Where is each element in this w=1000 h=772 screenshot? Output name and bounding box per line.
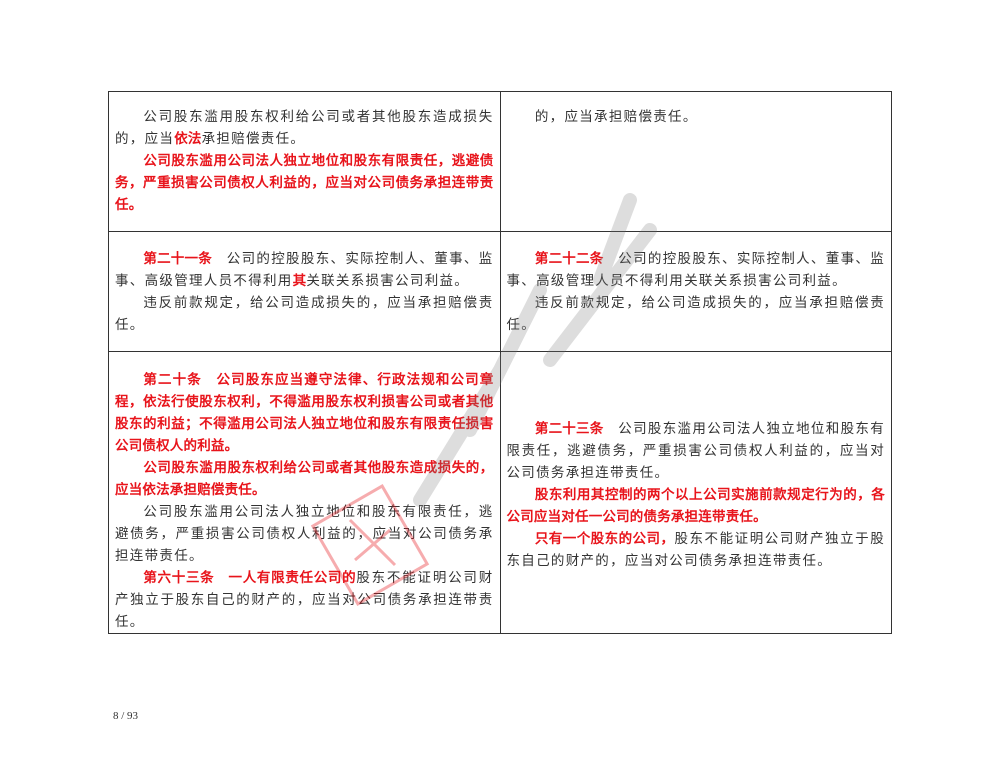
highlighted-text: 第二十条 公司股东应当遵守法律、行政法规和公司章程，依法行使股东权利，不得滥用股… [115,372,494,454]
text-run: 承担赔偿责任。 [201,131,306,147]
text-run: 违反前款规定，给公司造成损失的，应当承担赔偿责任。 [115,295,494,333]
highlighted-text: 股东利用其控制的两个以上公司实施前款规定行为的，各公司应当对任一公司的债务承担连… [506,487,885,525]
paragraph: 第二十二条 公司的控股股东、实际控制人、董事、监事、高级管理人员不得利用关联关系… [507,248,886,292]
highlighted-text: 第二十三条 [534,421,604,437]
highlighted-text: 公司股东滥用公司法人独立地位和股东有限责任，逃避债务，严重损害公司债权人利益的，… [115,153,494,213]
text-run: 的，应当承担赔偿责任。 [534,109,698,125]
text-run: 关联关系损害公司利益。 [306,273,470,289]
text-run: 股东不能证明公司财产独立于股东自己的财产的，应当对公司债务承担连带责任。 [115,570,494,630]
text-run: 公司股东滥用公司法人独立地位和股东有限责任，逃避债务，严重损害公司债权人利益的，… [115,504,494,564]
highlighted-text: 公司股东滥用股东权利给公司或者其他股东造成损失的，应当依法承担赔偿责任。 [115,460,494,498]
highlighted-text: 第二十二条 [534,251,604,267]
text-run: 股东不能证明公司财产独立于股东自己的财产的，应当对公司债务承担连带责任。 [506,531,886,569]
text-run: 公司股东滥用股东权利给公司或者其他股东造成损失的，应当 [115,109,494,147]
paragraph: 第六十三条 一人有限责任公司的股东不能证明公司财产独立于股东自己的财产的，应当对… [115,567,494,633]
highlighted-text: 依法 [174,131,202,147]
paragraph: 股东利用其控制的两个以上公司实施前款规定行为的，各公司应当对任一公司的债务承担连… [507,484,886,528]
right-cell: 第二十二条 公司的控股股东、实际控制人、董事、监事、高级管理人员不得利用关联关系… [499,231,892,352]
paragraph: 第二十条 公司股东应当遵守法律、行政法规和公司章程，依法行使股东权利，不得滥用股… [115,369,494,457]
paragraph: 违反前款规定，给公司造成损失的，应当承担赔偿责任。 [115,292,494,336]
paragraph: 公司股东滥用公司法人独立地位和股东有限责任，逃避债务，严重损害公司债权人利益的，… [115,501,494,567]
highlighted-text: 只有一个股东的公司， [534,531,675,547]
paragraph: 公司股东滥用股东权利给公司或者其他股东造成损失的，应当依法承担赔偿责任。 [115,457,494,501]
text-run: 违反前款规定，给公司造成损失的，应当承担赔偿责任。 [506,295,885,333]
table-row: 第二十一条 公司的控股股东、实际控制人、董事、监事、高级管理人员不得利用其关联关… [108,231,892,352]
text-run: 公司的控股股东、实际控制人、董事、监事、高级管理人员不得利用关联关系损害公司利益… [506,251,886,289]
paragraph: 第二十三条 公司股东滥用公司法人独立地位和股东有限责任，逃避债务，严重损害公司债… [507,418,886,484]
paragraph: 只有一个股东的公司，股东不能证明公司财产独立于股东自己的财产的，应当对公司债务承… [507,528,886,572]
left-cell: 公司股东滥用股东权利给公司或者其他股东造成损失的，应当依法承担赔偿责任。 公司股东… [108,91,501,232]
table-row: 第二十条 公司股东应当遵守法律、行政法规和公司章程，依法行使股东权利，不得滥用股… [108,351,892,634]
highlighted-text: 第二十一条 [143,251,212,267]
paragraph: 公司股东滥用股东权利给公司或者其他股东造成损失的，应当依法承担赔偿责任。 [115,106,494,150]
paragraph: 第二十一条 公司的控股股东、实际控制人、董事、监事、高级管理人员不得利用其关联关… [115,248,494,292]
left-cell: 第二十条 公司股东应当遵守法律、行政法规和公司章程，依法行使股东权利，不得滥用股… [108,351,501,634]
table-row: 公司股东滥用股东权利给公司或者其他股东造成损失的，应当依法承担赔偿责任。 公司股东… [108,91,892,232]
paragraph: 的，应当承担赔偿责任。 [507,106,886,128]
paragraph: 违反前款规定，给公司造成损失的，应当承担赔偿责任。 [507,292,886,336]
highlighted-text: 其 [292,273,307,289]
left-cell: 第二十一条 公司的控股股东、实际控制人、董事、监事、高级管理人员不得利用其关联关… [108,231,501,352]
paragraph: 公司股东滥用公司法人独立地位和股东有限责任，逃避债务，严重损害公司债权人利益的，… [115,150,494,216]
text-run: 公司的控股股东、实际控制人、董事、监事、高级管理人员不得利用 [115,251,494,289]
right-cell: 第二十三条 公司股东滥用公司法人独立地位和股东有限责任，逃避债务，严重损害公司债… [499,351,892,634]
highlighted-text: 第六十三条 一人有限责任公司的 [143,570,357,586]
right-cell: 的，应当承担赔偿责任。 [499,91,892,232]
page-number: 8 / 93 [113,710,139,722]
text-run: 公司股东滥用公司法人独立地位和股东有限责任，逃避债务，严重损害公司债权人利益的，… [506,421,886,481]
comparison-table: 公司股东滥用股东权利给公司或者其他股东造成损失的，应当依法承担赔偿责任。 公司股东… [108,91,892,634]
